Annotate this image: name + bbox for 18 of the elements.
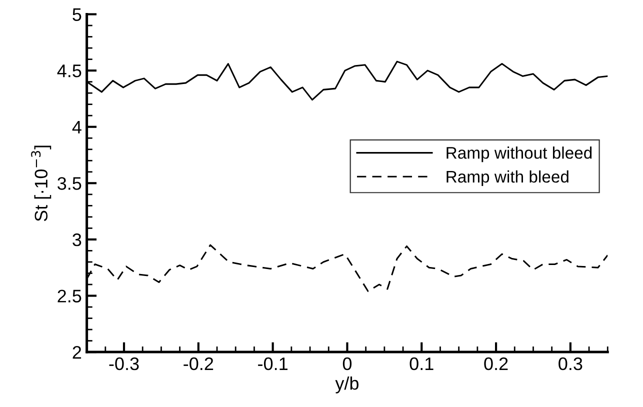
x-axis-title: y/b <box>335 376 359 394</box>
x-tick-label: 0.1 <box>410 357 434 370</box>
y-tick-label: 3 <box>72 233 82 246</box>
legend-label: Ramp with bleed <box>446 170 568 186</box>
x-tick-label: -0.3 <box>109 357 139 370</box>
y-axis-title: St [·10$^{−3}$] <box>31 146 52 222</box>
y-tick-label: 5 <box>72 8 82 21</box>
y-tick-label: 3.5 <box>58 177 82 190</box>
legend-label: Ramp without bleed <box>446 146 592 162</box>
x-tick-label: 0 <box>342 357 352 370</box>
x-tick-label: -0.1 <box>258 357 288 370</box>
x-tick-label: -0.2 <box>184 357 214 370</box>
y-tick-label: 2.5 <box>58 290 82 302</box>
y-tick-label: 2 <box>72 346 82 359</box>
x-tick-label: 0.2 <box>484 357 508 370</box>
x-tick-label: 0.3 <box>558 357 582 370</box>
y-tick-label: 4.5 <box>57 64 82 78</box>
y-tick-label: 4 <box>72 120 82 134</box>
